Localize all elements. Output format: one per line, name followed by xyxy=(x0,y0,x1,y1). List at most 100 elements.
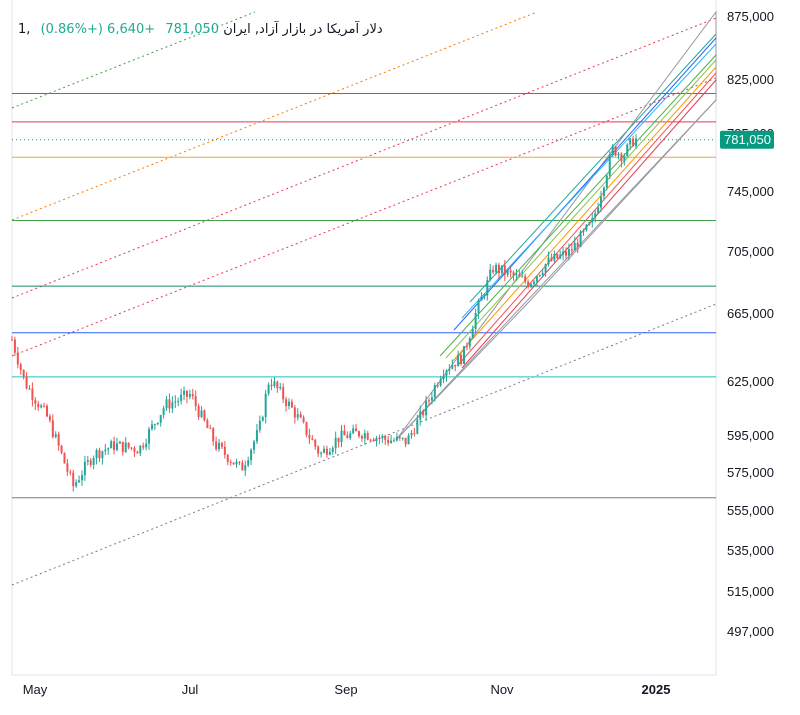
candle-body xyxy=(171,402,174,409)
candle-body xyxy=(133,447,136,452)
candle-body xyxy=(550,257,553,261)
trend-projection-line[interactable] xyxy=(11,17,717,299)
candle-body xyxy=(296,414,299,418)
candle-body xyxy=(495,264,498,273)
candle-body xyxy=(148,429,151,444)
candle-body xyxy=(535,276,538,282)
candle-body xyxy=(556,253,559,259)
y-tick-label: 625,000 xyxy=(727,374,774,389)
candle-body xyxy=(395,436,398,441)
candle-body xyxy=(460,354,463,364)
candle-body xyxy=(253,441,256,450)
candle-body xyxy=(439,379,442,386)
candle-body xyxy=(404,437,407,445)
candle-body xyxy=(530,284,533,288)
y-tick-label: 555,000 xyxy=(727,503,774,518)
y-tick-label: 497,000 xyxy=(727,624,774,639)
candle-body xyxy=(177,400,180,402)
candle-body xyxy=(635,138,637,147)
candle-body xyxy=(462,346,465,364)
candle-body xyxy=(500,265,503,274)
candle-body xyxy=(480,296,483,301)
candle-body xyxy=(611,146,614,155)
candle-body xyxy=(465,346,468,348)
candle-body xyxy=(302,417,305,422)
candle-body xyxy=(113,441,116,450)
channel-base-line[interactable] xyxy=(395,99,717,441)
candle-body xyxy=(486,280,489,296)
candle-body xyxy=(244,465,247,471)
candle-body xyxy=(384,436,387,440)
candle-body xyxy=(585,224,588,231)
candle-body xyxy=(255,430,258,442)
interval-label: 1 xyxy=(18,22,27,37)
candle-body xyxy=(51,420,54,437)
candle-body xyxy=(626,144,629,156)
candle-body xyxy=(98,450,101,459)
candle-body xyxy=(375,437,378,442)
fan-line[interactable] xyxy=(461,43,717,319)
candle-body xyxy=(427,400,430,402)
candle-body xyxy=(323,448,325,453)
last-price: 781,050 xyxy=(165,22,220,37)
candle-body xyxy=(597,207,600,214)
candle-body xyxy=(328,451,331,455)
candle-body xyxy=(72,472,75,487)
candle-body xyxy=(602,187,605,197)
candle-body xyxy=(305,421,308,436)
candle-body xyxy=(37,403,40,408)
candle-body xyxy=(509,270,512,273)
candle-body xyxy=(457,354,460,367)
candle-body xyxy=(343,430,346,436)
trend-projection-line[interactable] xyxy=(11,11,538,221)
y-tick-label: 745,000 xyxy=(727,184,774,199)
candle-body xyxy=(340,430,343,443)
candle-body xyxy=(150,424,153,430)
candle-body xyxy=(352,428,355,434)
candle-body xyxy=(22,369,25,377)
y-tick-label: 535,000 xyxy=(727,543,774,558)
candle-body xyxy=(360,436,363,439)
candle-body xyxy=(506,270,509,275)
y-tick-label: 515,000 xyxy=(727,584,774,599)
fan-line[interactable] xyxy=(439,54,717,357)
candle-body xyxy=(541,272,544,276)
candle-body xyxy=(34,400,37,404)
candle-body xyxy=(215,441,218,450)
candle-body xyxy=(139,445,142,454)
candle-body xyxy=(553,253,556,261)
fan-line[interactable] xyxy=(453,37,717,331)
candle-body xyxy=(250,449,253,461)
y-tick-label: 705,000 xyxy=(727,244,774,259)
x-tick-label: May xyxy=(23,682,48,697)
candle-body xyxy=(142,445,145,448)
candle-body xyxy=(218,443,221,450)
fan-line[interactable] xyxy=(451,66,717,363)
candle-body xyxy=(308,435,311,439)
fan-line[interactable] xyxy=(469,33,717,303)
candle-body xyxy=(174,401,177,403)
candle-body xyxy=(60,445,63,453)
candle-body xyxy=(273,381,276,387)
trend-projection-line[interactable] xyxy=(11,11,256,109)
candle-body xyxy=(357,431,360,437)
candle-body xyxy=(413,432,416,434)
y-tick-label: 825,000 xyxy=(727,72,774,87)
candle-body xyxy=(80,475,83,481)
candle-body xyxy=(562,251,565,255)
fan-line[interactable] xyxy=(445,59,717,359)
trend-projection-line[interactable] xyxy=(11,77,717,357)
candle-body xyxy=(153,424,156,426)
fan-line[interactable] xyxy=(457,72,717,366)
candle-body xyxy=(524,276,527,282)
candle-body xyxy=(40,405,43,408)
candle-body xyxy=(279,387,282,389)
candle-body xyxy=(136,451,139,454)
price-change: +6,640 (+0.86%) xyxy=(40,22,156,37)
candle-body xyxy=(159,414,162,423)
trend-projection-line[interactable] xyxy=(11,303,717,586)
candle-body xyxy=(445,370,448,376)
candle-body xyxy=(483,295,486,297)
